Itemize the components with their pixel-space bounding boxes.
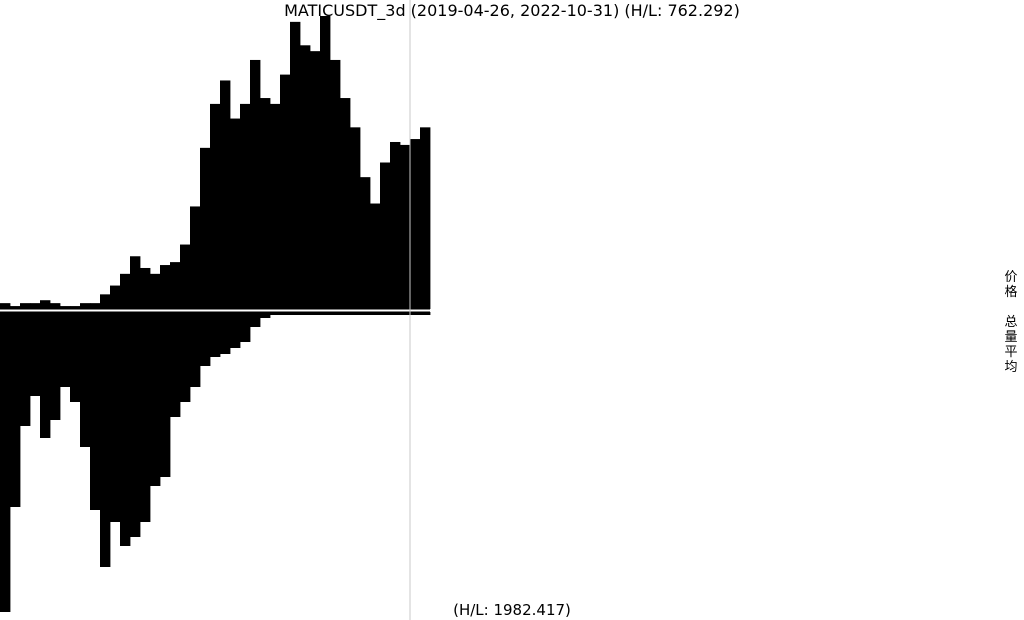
volume-bar-12	[120, 312, 131, 546]
price-bar-6	[60, 306, 71, 309]
price-bar-10	[100, 294, 111, 309]
price-bar-40	[400, 144, 411, 309]
volume-bar-5	[50, 312, 61, 420]
volume-bar-24	[240, 312, 251, 342]
price-bar-35	[350, 127, 361, 309]
volume-bar-26	[260, 312, 271, 318]
legend-item-volume: 总量平均	[1004, 315, 1018, 375]
volume-bar-20	[200, 312, 211, 366]
price-bar-36	[360, 177, 371, 309]
price-bar-19	[190, 206, 201, 309]
price-bar-8	[80, 303, 91, 309]
volume-bar-18	[180, 312, 191, 402]
price-bar-31	[310, 51, 321, 309]
volume-bar-27	[270, 312, 281, 315]
volume-bar-29	[290, 312, 301, 315]
volume-bar-21	[210, 312, 221, 357]
price-bar-16	[160, 265, 171, 309]
volume-bar-40	[400, 312, 411, 315]
price-bar-7	[70, 306, 81, 309]
chart-title: MATICUSDT_3d (2019-04-26, 2022-10-31) (H…	[284, 1, 740, 20]
price-bar-41	[410, 139, 421, 309]
volume-bar-30	[300, 312, 311, 315]
price-bar-15	[150, 273, 161, 309]
volume-bar-28	[280, 312, 291, 315]
volume-bar-17	[170, 312, 181, 417]
legend: 价格 总量平均	[1004, 270, 1024, 390]
price-bar-23	[230, 118, 241, 309]
volume-bar-2	[20, 312, 31, 426]
price-bar-21	[210, 103, 221, 310]
price-bar-11	[110, 285, 121, 309]
volume-bar-37	[370, 312, 381, 315]
price-bar-5	[50, 303, 61, 309]
price-bar-42	[420, 127, 431, 309]
price-bar-18	[180, 244, 191, 309]
price-bar-4	[40, 300, 51, 309]
price-bar-27	[270, 103, 281, 310]
volume-bar-39	[390, 312, 401, 315]
price-bar-14	[140, 267, 151, 309]
price-bar-2	[20, 303, 31, 309]
volume-bar-34	[340, 312, 351, 315]
volume-bar-10	[100, 312, 111, 567]
volume-bar-31	[310, 312, 321, 315]
price-bar-39	[390, 141, 401, 309]
price-bar-24	[240, 103, 251, 310]
price-bar-3	[30, 303, 41, 309]
price-bar-29	[290, 21, 301, 310]
price-bar-9	[90, 303, 101, 309]
volume-bar-36	[360, 312, 371, 315]
price-bar-17	[170, 262, 181, 309]
price-bar-22	[220, 80, 231, 310]
price-bar-25	[250, 59, 261, 310]
volume-bar-41	[410, 312, 421, 315]
volume-bar-4	[40, 312, 51, 438]
volume-bar-3	[30, 312, 41, 396]
price-bar-33	[330, 59, 341, 310]
volume-bar-25	[250, 312, 261, 327]
volume-bar-22	[220, 312, 231, 354]
price-bar-0	[0, 303, 11, 309]
volume-bar-8	[80, 312, 91, 447]
price-bar-38	[380, 162, 391, 309]
volume-bar-0	[0, 312, 11, 612]
price-bar-28	[280, 74, 291, 309]
price-panel	[0, 16, 431, 310]
volume-bar-16	[160, 312, 171, 477]
price-bar-34	[340, 98, 351, 309]
volume-bar-19	[190, 312, 201, 387]
volume-hl-label: (H/L: 1982.417)	[453, 601, 571, 619]
legend-item-price: 价格	[1004, 270, 1018, 300]
volume-bar-32	[320, 312, 331, 315]
price-bar-20	[200, 147, 211, 309]
volume-bar-1	[10, 312, 21, 507]
volume-bar-7	[70, 312, 81, 402]
volume-bar-9	[90, 312, 101, 510]
price-bar-30	[300, 45, 311, 310]
volume-bar-42	[420, 312, 431, 315]
price-bar-13	[130, 256, 141, 309]
volume-bar-35	[350, 312, 361, 315]
price-bar-26	[260, 98, 271, 309]
volume-bar-11	[110, 312, 121, 522]
volume-bar-23	[230, 312, 241, 348]
volume-bar-6	[60, 312, 71, 387]
price-bar-12	[120, 273, 131, 309]
price-bar-1	[10, 306, 21, 309]
volume-bar-38	[380, 312, 391, 315]
volume-panel	[0, 312, 431, 612]
volume-bar-13	[130, 312, 141, 537]
volume-bar-15	[150, 312, 161, 486]
volume-bar-14	[140, 312, 151, 522]
price-bar-32	[320, 16, 331, 309]
price-bar-37	[370, 203, 381, 309]
volume-bar-33	[330, 312, 341, 315]
